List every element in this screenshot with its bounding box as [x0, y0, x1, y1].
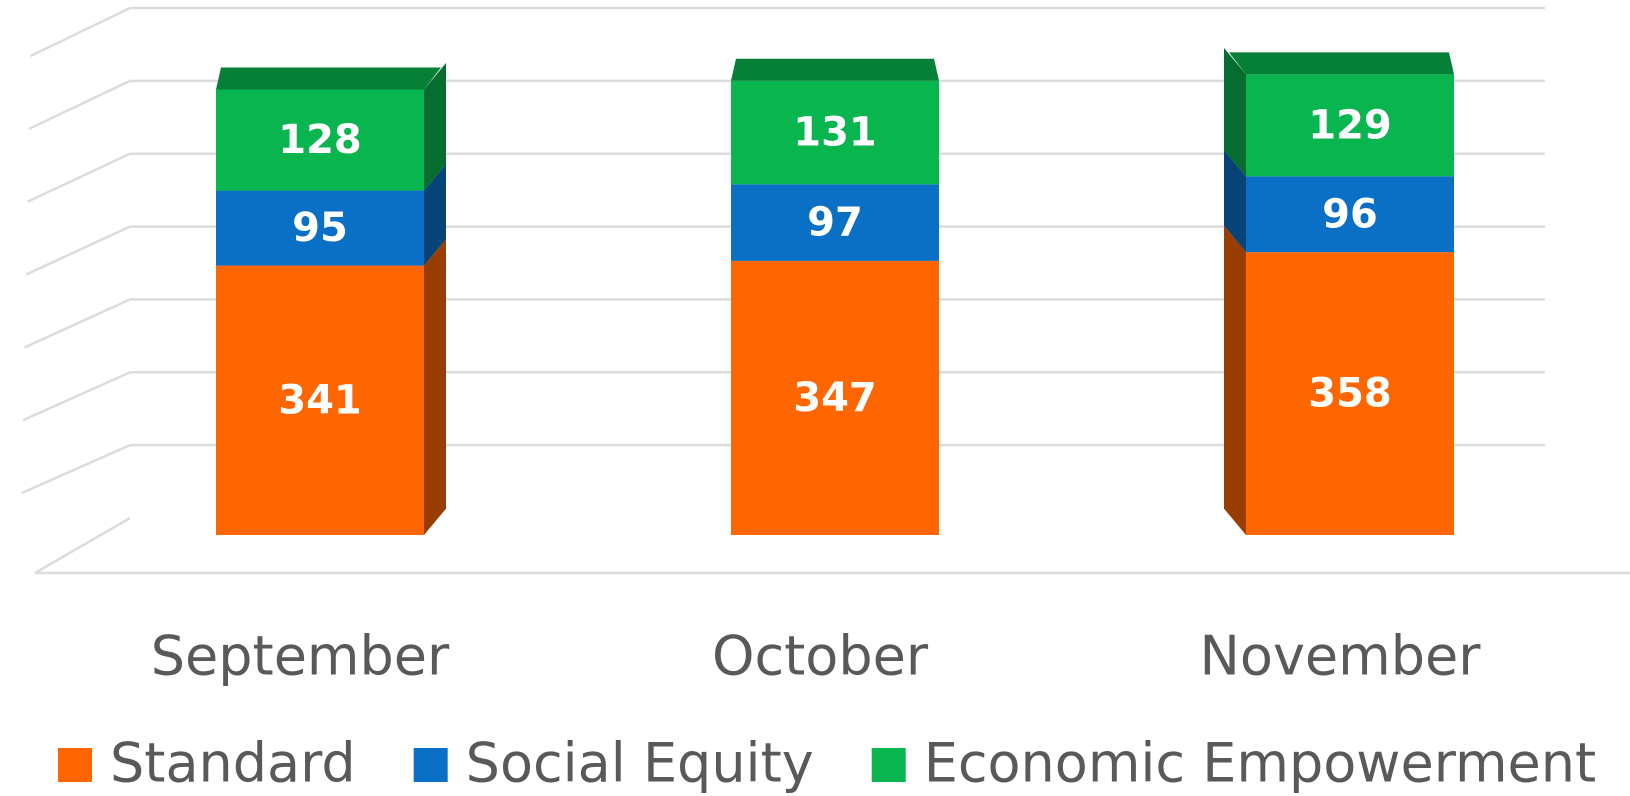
x-tick-label: September: [151, 625, 450, 688]
x-tick-label: October: [712, 625, 929, 688]
bar-side: [424, 239, 446, 535]
bar-segment: [1246, 74, 1454, 177]
bar-segment: [731, 80, 939, 185]
bar-side: [424, 63, 446, 191]
bar-top: [731, 58, 939, 81]
legend-label: Economic Empowerment: [924, 732, 1596, 795]
legend-label: Social Equity: [466, 732, 814, 795]
data-label: 97: [807, 200, 863, 246]
data-label: 96: [1322, 191, 1378, 237]
data-label: 341: [278, 377, 362, 423]
bar-segment: [731, 260, 939, 535]
bar-segment: [216, 190, 424, 266]
bar-side: [424, 164, 446, 266]
bar-side: [1224, 48, 1246, 177]
bar-segment: [216, 265, 424, 535]
legend-label: Standard: [110, 732, 356, 795]
bar-side: [1224, 225, 1246, 535]
data-label: 131: [793, 109, 877, 155]
bar-top: [1229, 52, 1454, 75]
data-label: 358: [1308, 371, 1392, 417]
bar-side: [1224, 149, 1246, 253]
legend-swatch: [871, 748, 906, 782]
grid-line: [29, 6, 1545, 58]
data-label: 128: [278, 117, 362, 163]
legend-swatch: [413, 748, 448, 782]
bar-segment: [216, 89, 424, 191]
legend-swatch: [58, 748, 92, 782]
bar-segment: [731, 184, 939, 261]
data-label: 95: [292, 205, 348, 251]
bar-segment: [1246, 176, 1454, 253]
data-label: 129: [1308, 102, 1392, 148]
bar-top: [216, 67, 441, 90]
data-label: 347: [793, 375, 877, 421]
grid-line: [34, 516, 1630, 575]
x-tick-label: November: [1200, 625, 1482, 688]
bar-segment: [1246, 252, 1454, 535]
